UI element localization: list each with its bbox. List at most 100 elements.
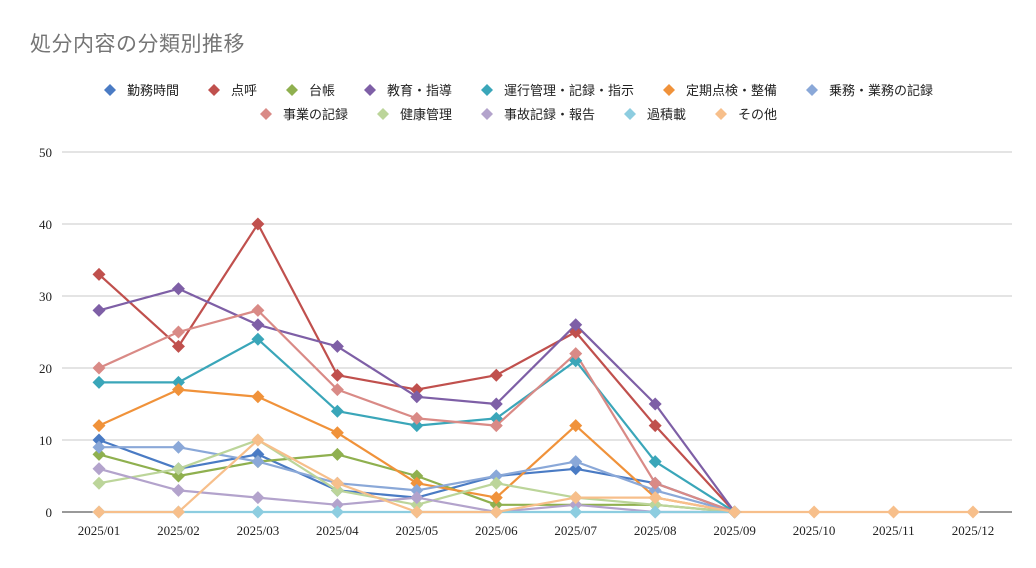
legend-item[interactable]: 定期点検・整備 (663, 83, 777, 99)
data-point[interactable] (92, 267, 106, 281)
data-point[interactable] (410, 505, 424, 519)
data-point[interactable] (569, 354, 583, 368)
data-point[interactable] (489, 498, 503, 512)
data-point[interactable] (489, 411, 503, 425)
data-point[interactable] (171, 375, 185, 389)
data-point[interactable] (648, 505, 662, 519)
data-point[interactable] (92, 447, 106, 461)
data-point[interactable] (648, 483, 662, 497)
data-point[interactable] (648, 476, 662, 490)
data-point[interactable] (728, 505, 742, 519)
legend-item[interactable]: 点呼 (208, 84, 257, 99)
legend-item[interactable]: 事故記録・報告 (481, 107, 595, 123)
data-point[interactable] (569, 505, 583, 519)
x-tick-label: 2025/02 (157, 523, 200, 538)
data-point[interactable] (489, 491, 503, 505)
data-point[interactable] (92, 433, 106, 447)
data-point[interactable] (171, 339, 185, 353)
data-point[interactable] (569, 455, 583, 469)
data-point[interactable] (410, 411, 424, 425)
data-point[interactable] (648, 419, 662, 433)
data-point[interactable] (330, 426, 344, 440)
data-point[interactable] (410, 491, 424, 505)
data-point[interactable] (569, 325, 583, 339)
data-point[interactable] (489, 476, 503, 490)
data-point[interactable] (92, 440, 106, 454)
data-point[interactable] (887, 505, 901, 519)
data-point[interactable] (569, 419, 583, 433)
data-point[interactable] (251, 332, 265, 346)
data-point[interactable] (330, 505, 344, 519)
data-point[interactable] (330, 483, 344, 497)
legend-marker (377, 108, 389, 120)
data-point[interactable] (330, 498, 344, 512)
data-point[interactable] (251, 447, 265, 461)
legend-label: 台帳 (309, 84, 335, 99)
data-point[interactable] (489, 368, 503, 382)
data-point[interactable] (92, 462, 106, 476)
legend-item[interactable]: 過積載 (624, 108, 686, 123)
legend-item[interactable]: 台帳 (286, 84, 335, 99)
data-point[interactable] (410, 383, 424, 397)
data-point[interactable] (92, 476, 106, 490)
data-point[interactable] (330, 404, 344, 418)
data-point[interactable] (489, 397, 503, 411)
data-point[interactable] (251, 303, 265, 317)
legend-item[interactable]: 乗務・業務の記録 (806, 83, 933, 99)
data-point[interactable] (410, 419, 424, 433)
data-point[interactable] (171, 505, 185, 519)
data-point[interactable] (648, 491, 662, 505)
data-point[interactable] (330, 383, 344, 397)
data-point[interactable] (92, 419, 106, 433)
data-point[interactable] (251, 217, 265, 231)
data-point[interactable] (410, 469, 424, 483)
data-point[interactable] (410, 390, 424, 404)
data-point[interactable] (648, 498, 662, 512)
data-point[interactable] (330, 368, 344, 382)
legend-item[interactable]: 教育・指導 (364, 83, 452, 99)
data-point[interactable] (569, 347, 583, 361)
data-point[interactable] (92, 375, 106, 389)
data-point[interactable] (489, 419, 503, 433)
data-point[interactable] (92, 361, 106, 375)
data-point[interactable] (251, 318, 265, 332)
data-point[interactable] (251, 433, 265, 447)
data-point[interactable] (966, 505, 980, 519)
data-point[interactable] (569, 462, 583, 476)
data-point[interactable] (171, 469, 185, 483)
data-point[interactable] (251, 390, 265, 404)
data-point[interactable] (171, 462, 185, 476)
legend-item[interactable]: 勤務時間 (104, 84, 179, 99)
data-point[interactable] (410, 498, 424, 512)
data-point[interactable] (251, 455, 265, 469)
data-point[interactable] (807, 505, 821, 519)
data-point[interactable] (92, 505, 106, 519)
x-axis: 2025/01 2025/02 2025/03 2025/04 2025/05 2025/… (78, 523, 995, 538)
data-point[interactable] (489, 469, 503, 483)
data-point[interactable] (251, 505, 265, 519)
data-point[interactable] (251, 491, 265, 505)
data-point[interactable] (330, 447, 344, 461)
data-point[interactable] (330, 476, 344, 490)
data-point[interactable] (410, 476, 424, 490)
data-point[interactable] (569, 491, 583, 505)
data-point[interactable] (92, 303, 106, 317)
data-point[interactable] (171, 325, 185, 339)
y-axis: 0 10 20 30 40 50 (39, 145, 52, 520)
data-point[interactable] (569, 318, 583, 332)
data-point[interactable] (489, 505, 503, 519)
data-point[interactable] (171, 383, 185, 397)
legend-item[interactable]: その他 (715, 108, 777, 123)
data-point[interactable] (330, 339, 344, 353)
data-point[interactable] (171, 282, 185, 296)
legend-item[interactable]: 運行管理・記録・指示 (481, 83, 634, 99)
data-point[interactable] (569, 498, 583, 512)
data-point[interactable] (648, 397, 662, 411)
data-point[interactable] (648, 455, 662, 469)
legend-item[interactable]: 事業の記録 (260, 107, 348, 123)
legend-marker (715, 108, 727, 120)
data-point[interactable] (410, 483, 424, 497)
data-point[interactable] (171, 483, 185, 497)
legend-item[interactable]: 健康管理 (377, 107, 452, 123)
data-point[interactable] (171, 440, 185, 454)
